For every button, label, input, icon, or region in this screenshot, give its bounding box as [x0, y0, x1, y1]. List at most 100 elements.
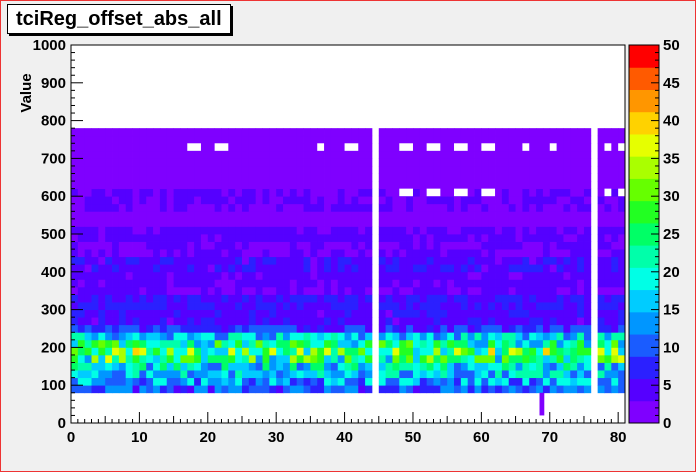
heatmap-cell	[173, 241, 181, 250]
heatmap-cell	[549, 354, 558, 363]
heatmap-cell	[344, 249, 352, 258]
heatmap-cell	[105, 309, 113, 318]
heatmap-cell	[91, 128, 99, 137]
heatmap-cell	[105, 196, 113, 205]
heatmap-cell	[454, 165, 462, 174]
heatmap-cell	[228, 339, 236, 348]
heatmap-cell	[98, 354, 106, 363]
heatmap-cell	[146, 196, 154, 205]
heatmap-cell	[577, 302, 585, 310]
heatmap-cell	[330, 135, 339, 144]
heatmap-cell	[77, 385, 86, 394]
heatmap-cell	[330, 264, 339, 273]
heatmap-cell	[488, 362, 496, 371]
heatmap-cell	[235, 332, 243, 341]
heatmap-cell	[501, 173, 510, 182]
heatmap-cell	[351, 332, 359, 341]
heatmap-cell	[583, 234, 592, 242]
heatmap-cell	[132, 218, 140, 227]
heatmap-cell	[241, 211, 250, 220]
heatmap-cell	[433, 203, 441, 212]
heatmap-cell	[330, 347, 339, 356]
heatmap-cell	[536, 196, 544, 205]
heatmap-cell	[77, 279, 86, 288]
heatmap-cell	[214, 332, 222, 341]
heatmap-cell	[467, 196, 475, 205]
heatmap-cell	[166, 370, 174, 379]
heatmap-cell	[194, 226, 202, 235]
heatmap-cell	[303, 196, 311, 205]
heatmap-cell	[330, 324, 339, 333]
heatmap-cell	[365, 218, 373, 227]
heatmap-cell	[385, 354, 393, 363]
heatmap-cell	[337, 347, 345, 356]
x-tick-label: 0	[67, 429, 75, 446]
heatmap-cell	[283, 370, 291, 379]
heatmap-cell	[214, 158, 222, 167]
empty-cell	[522, 143, 530, 151]
heatmap-cell	[118, 128, 127, 137]
heatmap-cell	[570, 347, 578, 356]
palette-tick-label: 5	[663, 377, 671, 394]
heatmap-cell	[365, 158, 373, 167]
heatmap-cell	[611, 354, 619, 363]
heatmap-cell	[433, 317, 441, 326]
heatmap-cell	[515, 279, 523, 288]
heatmap-cell	[351, 362, 359, 371]
heatmap-cell	[474, 196, 482, 205]
heatmap-cell	[501, 324, 510, 333]
heatmap-cell	[344, 347, 352, 356]
heatmap-cell	[105, 332, 113, 341]
palette-segment	[629, 289, 659, 313]
heatmap-cell	[283, 302, 291, 310]
heatmap-cell	[378, 362, 387, 371]
heatmap-cell	[549, 158, 558, 167]
heatmap-cell	[248, 234, 257, 242]
heatmap-cell	[556, 294, 564, 303]
heatmap-cell	[194, 135, 202, 144]
heatmap-cell	[447, 332, 455, 341]
heatmap-cell	[283, 234, 291, 242]
heatmap-cell	[597, 264, 605, 273]
heatmap-cell	[166, 332, 174, 341]
heatmap-cell	[460, 354, 469, 363]
heatmap-cell	[105, 294, 113, 303]
heatmap-cell	[262, 158, 270, 167]
heatmap-cell	[77, 188, 86, 197]
heatmap-cell	[604, 211, 612, 220]
heatmap-cell	[269, 385, 277, 394]
heatmap-cell	[406, 332, 414, 341]
heatmap-cell	[221, 362, 229, 371]
heatmap-cell	[460, 150, 469, 159]
heatmap-cell	[495, 271, 503, 280]
heatmap-cell	[495, 150, 503, 159]
heatmap-cell	[508, 385, 516, 394]
heatmap-cell	[207, 150, 216, 159]
heatmap-cell	[529, 135, 537, 144]
heatmap-cell	[194, 234, 202, 242]
heatmap-cell	[433, 302, 441, 310]
heatmap-cell	[132, 203, 140, 212]
heatmap-cell	[474, 203, 482, 212]
heatmap-cell	[604, 302, 612, 310]
heatmap-cell	[98, 339, 106, 348]
heatmap-cell	[262, 370, 270, 379]
heatmap-cell	[597, 377, 605, 386]
heatmap-cell	[276, 188, 284, 197]
heatmap-cell	[522, 279, 530, 288]
heatmap-cell	[180, 317, 188, 326]
x-tick-label: 20	[199, 429, 216, 446]
heatmap-cell	[508, 324, 516, 333]
heatmap-cell	[577, 286, 585, 295]
heatmap-cell	[529, 271, 537, 280]
heatmap-cell	[337, 286, 345, 295]
heatmap-cell	[153, 188, 161, 197]
heatmap-cell	[426, 294, 434, 303]
heatmap-cell	[214, 188, 222, 197]
heatmap-cell	[317, 150, 325, 159]
heatmap-cell	[324, 234, 332, 242]
heatmap-cell	[283, 203, 291, 212]
heatmap-cell	[248, 196, 257, 205]
heatmap-cell	[255, 377, 263, 386]
heatmap-cell	[159, 173, 168, 182]
